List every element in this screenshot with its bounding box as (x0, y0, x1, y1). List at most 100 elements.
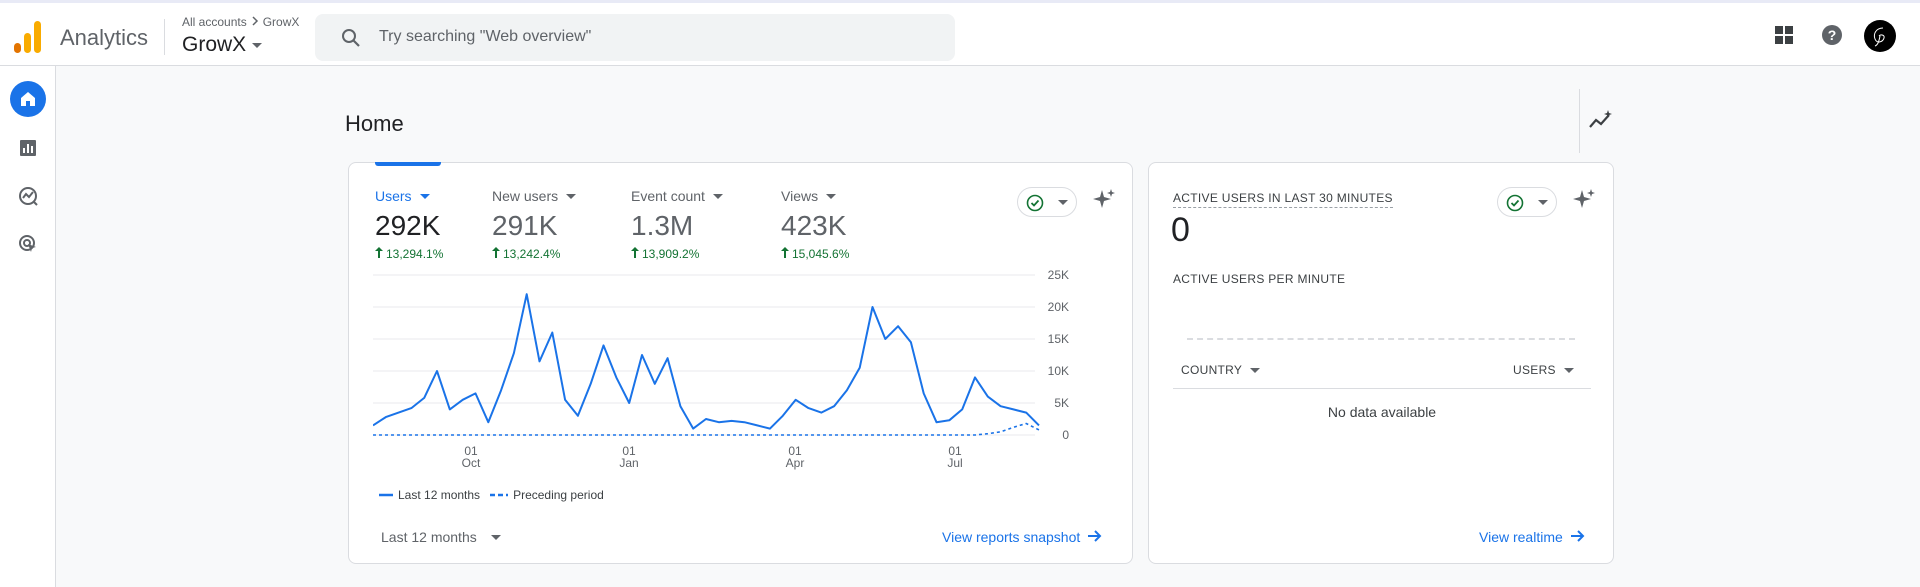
property-name: GrowX (182, 33, 247, 56)
series-line-preceding-period (373, 422, 1040, 436)
column-header-country[interactable]: COUNTRY (1181, 363, 1261, 377)
left-nav-rail (0, 66, 56, 587)
chevron-down-icon (566, 193, 577, 199)
realtime-card: ACTIVE USERS IN LAST 30 MINUTES 0 ACTIVE… (1148, 162, 1614, 564)
chevron-down-icon (490, 534, 501, 540)
help-icon[interactable]: ? (1821, 24, 1843, 51)
metric-value: 292K (375, 210, 441, 241)
breadcrumb-root[interactable]: All accounts (182, 15, 247, 29)
no-data-message: No data available (1327, 404, 1437, 420)
date-range-label: Last 12 months (381, 529, 477, 545)
home-icon[interactable] (10, 81, 46, 117)
check-circle-icon (1026, 194, 1044, 217)
search-icon (341, 28, 361, 53)
arrow-right-icon (1570, 529, 1585, 545)
metric-label: Users (375, 188, 443, 204)
x-tick-label: 01 (464, 444, 478, 458)
metric-label: Views (781, 188, 849, 204)
breadcrumb[interactable]: All accounts GrowX (182, 15, 299, 29)
y-tick-label: 15K (1048, 332, 1069, 346)
column-header-users[interactable]: USERS (1513, 363, 1574, 377)
metric-value: 1.3M (631, 210, 694, 241)
chevron-down-icon (1250, 367, 1261, 373)
header-divider (164, 19, 165, 55)
metric-label: Event count (631, 188, 723, 204)
chevron-right-icon (251, 15, 259, 29)
x-tick-label: 01 (948, 444, 962, 458)
search-placeholder: Try searching "Web overview" (379, 28, 592, 45)
chevron-down-icon (419, 193, 430, 199)
chevron-down-icon (826, 193, 837, 199)
metric-change: 13,909.2% (631, 247, 723, 261)
metric-tab-views[interactable]: Views 423K 15,045.6% (781, 188, 849, 261)
series-line-last-12-months (373, 293, 1040, 430)
per-minute-chart-baseline (1187, 338, 1575, 340)
metric-label: New users (492, 188, 577, 204)
metric-tab-users[interactable]: Users 292K 13,294.1% (375, 188, 443, 261)
metric-tab-new-users[interactable]: New users 291K 13,242.4% (492, 188, 577, 261)
x-tick-label: 01 (788, 444, 802, 458)
check-circle-icon (1506, 194, 1524, 217)
svg-text:?: ? (1828, 27, 1837, 43)
advertising-icon[interactable] (10, 226, 46, 262)
data-quality-status-button[interactable] (1017, 187, 1077, 217)
metric-change: 13,242.4% (492, 247, 576, 261)
search-bar[interactable]: Try searching "Web overview" (315, 14, 955, 61)
date-range-selector[interactable]: Last 12 months (381, 529, 501, 545)
user-avatar[interactable] (1864, 20, 1896, 57)
analytics-logo[interactable] (14, 21, 42, 53)
chevron-down-icon (252, 42, 263, 48)
chevron-down-icon (1538, 200, 1548, 205)
arrow-up-icon (781, 247, 789, 261)
y-tick-label: 5K (1054, 396, 1069, 410)
arrow-up-icon (492, 247, 500, 261)
insights-icon[interactable] (1588, 109, 1614, 136)
x-tick-label: 01 (622, 444, 636, 458)
top-bar: Analytics All accounts GrowX GrowX Try s… (0, 0, 1920, 66)
data-quality-status-button[interactable] (1497, 187, 1557, 217)
view-realtime-link[interactable]: View realtime (1479, 529, 1585, 545)
legend-item-preceding: Preceding period (490, 488, 604, 502)
x-tick-label: Apr (786, 456, 805, 470)
breadcrumb-account[interactable]: GrowX (262, 15, 300, 29)
explore-icon[interactable] (10, 178, 46, 214)
y-tick-label: 0 (1062, 428, 1069, 442)
x-tick-label: Jan (619, 456, 638, 470)
sparkle-icon[interactable] (1092, 188, 1116, 217)
chevron-down-icon (1563, 367, 1574, 373)
metric-value: 423K (781, 210, 847, 241)
per-minute-label: ACTIVE USERS PER MINUTE (1173, 272, 1346, 286)
chevron-down-icon (712, 193, 723, 199)
y-tick-label: 25K (1048, 268, 1069, 282)
table-header-divider (1173, 388, 1591, 389)
chart-legend: Last 12 months Preceding period (379, 488, 604, 502)
property-selector[interactable]: GrowX (182, 33, 263, 57)
view-reports-snapshot-link[interactable]: View reports snapshot (942, 529, 1102, 545)
dashed-line-swatch (490, 493, 509, 497)
arrow-up-icon (631, 247, 639, 261)
metric-value: 291K (492, 210, 558, 241)
metric-change: 15,045.6% (781, 247, 849, 261)
active-users-value: 0 (1171, 211, 1190, 249)
realtime-title[interactable]: ACTIVE USERS IN LAST 30 MINUTES (1173, 191, 1393, 208)
chevron-down-icon (1058, 200, 1068, 205)
metric-tab-event-count[interactable]: Event count 1.3M 13,909.2% (631, 188, 723, 261)
y-tick-label: 10K (1048, 364, 1069, 378)
reports-icon[interactable] (10, 130, 46, 166)
metric-change: 13,294.1% (375, 247, 443, 261)
apps-grid-icon[interactable] (1774, 25, 1794, 50)
overview-card: Users 292K 13,294.1% New users 291K 13,2… (348, 162, 1133, 564)
x-tick-label: Oct (462, 456, 481, 470)
solid-line-swatch (379, 493, 393, 497)
arrow-up-icon (375, 247, 383, 261)
arrow-right-icon (1088, 529, 1102, 545)
y-tick-label: 20K (1048, 300, 1069, 314)
insights-divider (1579, 89, 1580, 153)
active-tab-indicator (375, 162, 441, 166)
legend-item-current: Last 12 months (379, 488, 480, 502)
sparkle-icon[interactable] (1572, 188, 1596, 217)
page-title: Home (345, 111, 404, 136)
app-name: Analytics (60, 25, 149, 50)
x-tick-label: Jul (947, 456, 962, 470)
